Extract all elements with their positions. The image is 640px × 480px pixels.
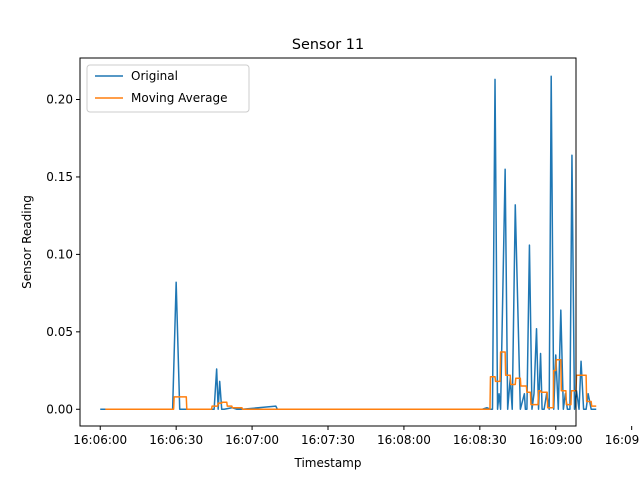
legend-label-original: Original (131, 69, 178, 83)
chart-title: Sensor 11 (292, 37, 364, 53)
x-tick-label: 16:06:30 (149, 433, 203, 447)
y-tick-label: 0.10 (46, 247, 73, 261)
legend-label-moving-average: Moving Average (131, 91, 227, 105)
y-tick-label: 0.15 (46, 170, 73, 184)
y-axis-title: Sensor Reading (20, 195, 34, 289)
series-layer (100, 75, 597, 411)
x-tick-label: 16:06:00 (73, 433, 127, 447)
legend: Original Moving Average (86, 64, 250, 113)
legend-box (86, 64, 250, 113)
y-tick-label: 0.05 (46, 325, 73, 339)
x-tick-label: 16:08:00 (377, 433, 431, 447)
y-axis: 0.00 0.05 0.10 0.15 0.20 (46, 93, 80, 416)
x-axis-title: Timestamp (294, 456, 362, 470)
x-tick-label: 16:07:00 (225, 433, 279, 447)
x-tick-label: 16:07:30 (301, 433, 355, 447)
y-tick-label: 0.20 (46, 93, 73, 107)
x-tick-label: 16:09:00 (529, 433, 583, 447)
x-tick-label: 16:09:30 (605, 433, 640, 447)
x-tick-label: 16:08:30 (453, 433, 507, 447)
x-axis: 16:06:00 16:06:30 16:07:00 16:07:30 16:08:00… (73, 426, 640, 447)
series-line-moving-average (105, 351, 597, 411)
y-tick-label: 0.00 (46, 402, 73, 416)
